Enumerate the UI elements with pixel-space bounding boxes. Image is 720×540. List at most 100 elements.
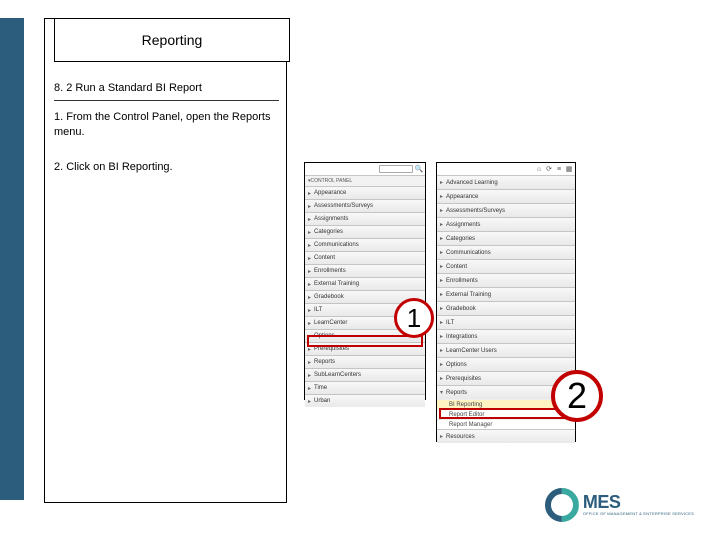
menu-item[interactable]: ▸Content [437,259,575,273]
step-2-text: 2. Click on BI Reporting. [54,160,276,175]
menu-item-reports[interactable]: ▸Reports [305,355,425,368]
chevron-right-icon: ▸ [308,255,311,262]
menu-item[interactable]: ▸Communications [437,245,575,259]
chevron-right-icon: ▸ [308,398,311,405]
logo-main: MES [583,494,694,510]
chevron-right-icon: ▸ [440,333,443,340]
menu-item-label: Time [314,385,327,391]
menu-item[interactable]: ▸Categories [305,225,425,238]
menu-item-label: Assessments/Surveys [314,203,373,209]
menu-item[interactable]: ▸Resources [437,429,575,443]
logo-sub: OFFICE OF MANAGEMENT & ENTERPRISE SERVIC… [583,511,694,516]
grid-icon: ▦ [565,165,573,173]
omes-logo: MES OFFICE OF MANAGEMENT & ENTERPRISE SE… [545,488,694,522]
chevron-right-icon: ▸ [308,307,311,314]
menu-item-label: External Training [314,281,359,287]
section-title-box: Reporting [54,18,290,62]
chevron-right-icon: ▸ [440,221,443,228]
menu-item-label: Enrollments [446,278,478,284]
menu-item-label: Assessments/Surveys [446,208,505,214]
menu-item[interactable]: ▸Integrations [437,329,575,343]
menu-item[interactable]: ▸ILT [437,315,575,329]
menu-item-label: Appearance [314,190,346,196]
section-title: Reporting [142,32,203,48]
logo-text: MES OFFICE OF MANAGEMENT & ENTERPRISE SE… [583,494,694,515]
chevron-right-icon: ▸ [308,229,311,236]
chevron-right-icon: ▸ [440,291,443,298]
panel1-search [379,165,413,173]
step-circle-2-label: 2 [567,375,587,417]
step-1-text: 1. From the Control Panel, open the Repo… [54,110,276,141]
menu-item[interactable]: ▸Appearance [437,189,575,203]
chevron-right-icon: ▸ [308,359,311,366]
chevron-right-icon: ▸ [440,433,443,440]
chevron-right-icon: ▸ [308,242,311,249]
menu-item[interactable]: ▸Communications [305,238,425,251]
menu-item-label: Content [446,264,467,270]
panel1-body: ▸Appearance▸Assessments/Surveys▸Assignme… [305,186,425,407]
menu-item-label: Communications [314,242,359,248]
menu-item[interactable]: ▸Time [305,381,425,394]
menu-item[interactable]: ▸Advanced Learning [437,175,575,189]
chevron-right-icon: ▸ [440,263,443,270]
chevron-right-icon: ▸ [440,249,443,256]
home-icon: ⌂ [535,165,543,173]
menu-item-label: Urban [314,398,330,404]
chevron-right-icon: ▸ [308,203,311,210]
menu-item-label: Resources [446,434,475,440]
chevron-right-icon: ▸ [440,375,443,382]
menu-item-label: LearnCenter [314,320,347,326]
menu-item[interactable]: ▸LearnCenter Users [437,343,575,357]
chevron-right-icon: ▸ [308,216,311,223]
menu-item[interactable]: ▸Categories [437,231,575,245]
menu-item-label: Categories [314,229,343,235]
menu-item-label: Assignments [446,222,480,228]
step-circle-1: 1 [394,298,434,338]
menu-item-label: Gradebook [314,294,344,300]
highlight-reports-menu [307,335,423,347]
menu-item[interactable]: ▸Assignments [305,212,425,225]
menu-item[interactable]: ▸Assessments/Surveys [305,199,425,212]
refresh-icon: ⟳ [545,165,553,173]
menu-item[interactable]: ▸External Training [437,287,575,301]
menu-item-label: Integrations [446,334,477,340]
panel1-header: 🔍 [305,163,425,175]
menu-item[interactable]: ▸Enrollments [305,264,425,277]
menu-item-label: Communications [446,250,491,256]
menu-item[interactable]: ▸Assessments/Surveys [437,203,575,217]
screenshot-panel-1: 🔍 ▾ CONTROL PANEL ▸Appearance▸Assessment… [304,162,426,400]
chevron-right-icon: ▸ [440,207,443,214]
menu-item[interactable]: ▸SubLearnCenters [305,368,425,381]
highlight-bi-reporting [439,408,572,419]
menu-item-label: ILT [314,307,322,313]
left-accent-stripe [0,18,24,500]
step-circle-1-label: 1 [407,303,421,334]
chevron-right-icon: ▸ [440,235,443,242]
chevron-right-icon: ▸ [440,193,443,200]
menu-item[interactable]: ▸Gradebook [437,301,575,315]
menu-item-label: Reports [314,359,335,365]
menu-item[interactable]: ▸Enrollments [437,273,575,287]
menu-item[interactable]: ▸Urban [305,394,425,407]
chevron-right-icon: ▸ [440,277,443,284]
menu-item[interactable]: ▸Assignments [437,217,575,231]
menu-item[interactable]: ▸External Training [305,277,425,290]
menu-item[interactable]: ▸Options [437,357,575,371]
section-subheading: 8. 2 Run a Standard BI Report [54,82,279,101]
menu-item[interactable]: ▸Content [305,251,425,264]
chevron-right-icon: ▸ [308,268,311,275]
menu-item[interactable]: ▸Appearance [305,186,425,199]
panel2-header: ⌂ ⟳ ≡ ▦ [437,163,575,175]
menu-item-label: ILT [446,320,454,326]
menu-item-label: Reports [446,390,467,396]
subitem[interactable]: Report Manager [437,419,575,429]
menu-item-label: Options [446,362,467,368]
chevron-right-icon: ▸ [440,347,443,354]
list-icon: ≡ [555,165,563,173]
chevron-right-icon: ▸ [440,319,443,326]
chevron-right-icon: ▸ [308,372,311,379]
menu-item-label: Appearance [446,194,478,200]
chevron-right-icon: ▸ [440,305,443,312]
panel1-top-label: CONTROL PANEL [311,178,353,184]
menu-item-label: Assignments [314,216,348,222]
